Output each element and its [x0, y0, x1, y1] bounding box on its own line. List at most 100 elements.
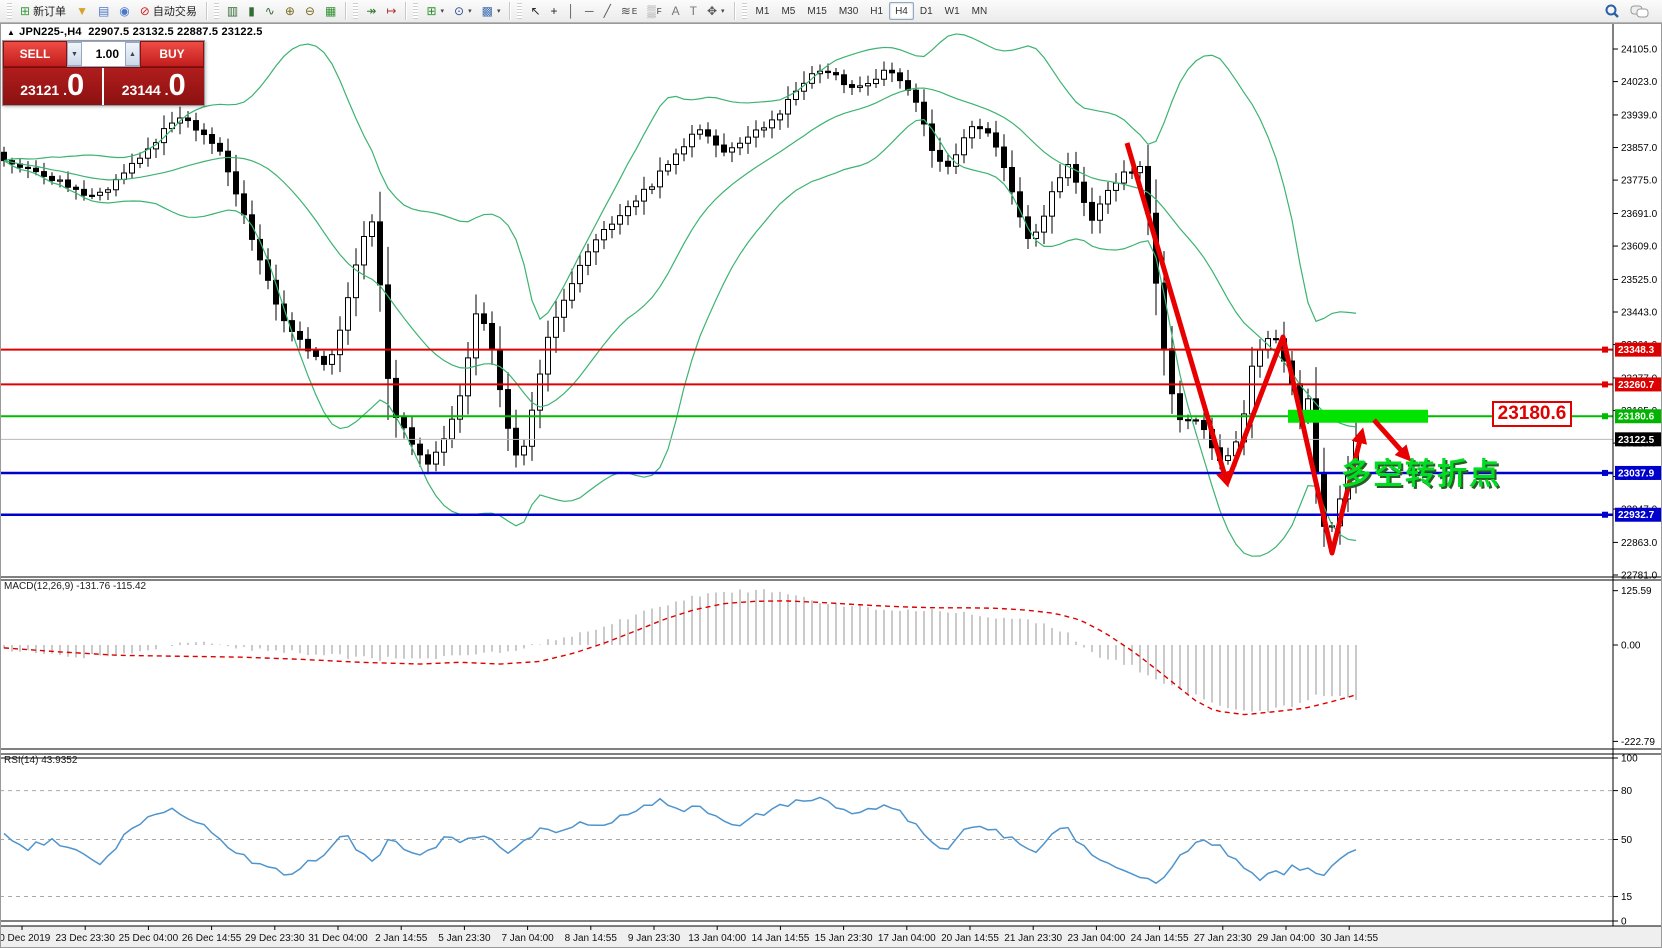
bar-chart-button[interactable]: ▥ — [222, 1, 243, 21]
crosshair-tool-icon: + — [550, 4, 558, 18]
indicators-list-button[interactable]: ⊞ ▾ — [421, 1, 449, 21]
vertical-line-tool-icon: │ — [567, 4, 576, 18]
sell-price[interactable]: 23121 .0 — [3, 68, 104, 105]
terminal-icon-button[interactable]: ▤ — [93, 1, 114, 21]
candlestick-chart-button[interactable]: ▮ — [243, 1, 260, 21]
macd-pane[interactable] — [3, 589, 1357, 716]
rsi-tick-label: 50 — [1621, 835, 1633, 846]
rsi-line — [3, 796, 1357, 885]
signals-icon-button[interactable]: ◉ — [114, 1, 134, 21]
time-tick-label: 13 Jan 04:00 — [688, 933, 746, 944]
tile-windows-button[interactable]: ▦ — [320, 1, 341, 21]
auto-trading-button[interactable]: ⊘ 自动交易 — [135, 1, 202, 21]
price-tick-label: 23691.0 — [1621, 209, 1658, 220]
cursor-tool-button[interactable]: ↖ — [525, 1, 545, 21]
price-callout-label[interactable]: 23180.6 — [1492, 401, 1572, 427]
text-tool-icon: A — [671, 4, 680, 18]
toolbar-grip — [353, 3, 359, 19]
time-tick-label: 8 Jan 14:55 — [565, 933, 618, 944]
timeframe-button-h4[interactable]: H4 — [889, 2, 914, 20]
auto-trading-icon: ⊘ — [139, 4, 150, 18]
fibonacci-tool-icon: ▒ — [647, 4, 656, 18]
toolbar-grip — [213, 3, 219, 19]
toolbar-separator — [405, 2, 407, 20]
buy-button[interactable]: BUY — [140, 41, 204, 67]
price-tick-label: 22863.0 — [1621, 538, 1658, 549]
cursor-tool-icon: ↖ — [530, 4, 541, 18]
chart-shift-button[interactable]: ↦ — [381, 1, 401, 21]
timeframe-button-w1[interactable]: W1 — [944, 5, 960, 17]
buy-price[interactable]: 23144 .0 — [121, 67, 186, 102]
channel-tool-button[interactable]: ≋ E — [616, 1, 642, 21]
time-tick-label: 31 Dec 04:00 — [308, 933, 368, 944]
sell-button[interactable]: SELL — [3, 41, 67, 67]
pane-separators[interactable] — [0, 23, 1662, 948]
trendline-tool-button[interactable]: ╱ — [599, 1, 616, 21]
funnel-icon-button[interactable]: ▼ — [71, 1, 93, 21]
text-tool-button[interactable]: A — [667, 1, 685, 21]
time-tick-label: 20 Dec 2019 — [0, 933, 51, 944]
rsi-tick-label: 80 — [1621, 786, 1633, 797]
zoom-in-button[interactable]: ⊕ — [280, 1, 300, 21]
toolbar-separator — [205, 2, 207, 20]
time-tick-label: 27 Jan 23:30 — [1194, 933, 1252, 944]
toolbar-grip — [517, 3, 523, 19]
volume-box: ▼ 1.00 ▲ — [67, 41, 140, 67]
timeframe-button-m30[interactable]: M30 — [838, 5, 859, 17]
bar-chart-icon: ▥ — [226, 4, 239, 18]
volume-increase-button[interactable]: ▲ — [125, 42, 140, 66]
volume-decrease-button[interactable]: ▼ — [67, 42, 82, 66]
toolbar-right-group — [1604, 3, 1658, 19]
symbol-name: JPN225-,H4 — [19, 26, 82, 38]
price-tag-label: 23180.6 — [1618, 412, 1655, 423]
timeframe-button-h1[interactable]: H1 — [870, 5, 884, 17]
time-tick-label: 23 Dec 23:30 — [55, 933, 115, 944]
auto-scroll-button[interactable]: ↠ — [361, 1, 381, 21]
timeframe-button-m5[interactable]: M5 — [781, 5, 796, 17]
candlestick-chart-icon: ▮ — [248, 4, 255, 18]
horizontal-line-tool-button[interactable]: ─ — [580, 1, 599, 21]
time-axis-strip[interactable] — [0, 926, 1662, 948]
new-order-button[interactable]: ⊞ 新订单 — [15, 1, 71, 21]
line-chart-button[interactable]: ∿ — [260, 1, 280, 21]
chevron-down-icon: ▾ — [721, 8, 725, 15]
bollinger-bands — [3, 33, 1357, 557]
chevron-down-icon: ▾ — [440, 8, 445, 15]
rsi-tick-label: 0 — [1621, 917, 1627, 928]
turning-point-annotation[interactable]: 多空转折点 — [1341, 458, 1501, 491]
periods-clock-button[interactable]: ⊙ ▾ — [449, 1, 477, 21]
main-price-pane[interactable] — [0, 33, 1613, 557]
crosshair-tool-button[interactable]: + — [546, 1, 563, 21]
volume-input[interactable]: 1.00 — [95, 47, 119, 61]
price-axis[interactable]: 24105.0 24023.0 23939.0 23857.0 23775.0 23691… — [1613, 45, 1662, 928]
arrows-tool-button[interactable]: ✥ ▾ — [702, 1, 730, 21]
price-tick-label: 23609.0 — [1621, 242, 1658, 253]
search-icon[interactable] — [1604, 3, 1620, 19]
time-tick-label: 29 Jan 04:00 — [1257, 933, 1315, 944]
auto-scroll-icon: ↠ — [366, 4, 377, 18]
timeframe-button-mn[interactable]: MN — [971, 5, 988, 17]
timeframe-button-m15[interactable]: M15 — [807, 5, 827, 17]
text-label-tool-button[interactable]: T — [685, 1, 702, 21]
toolbar-grip — [741, 3, 747, 19]
text-label-tool-icon: T — [689, 4, 697, 18]
highlight-zone-bar[interactable] — [1288, 409, 1428, 423]
new-order-icon: ⊞ — [20, 4, 31, 18]
time-tick-label: 17 Jan 04:00 — [878, 933, 936, 944]
vertical-line-tool-button[interactable]: │ — [563, 1, 581, 21]
price-tag-label: 23037.9 — [1618, 468, 1655, 479]
toolbar-grip — [7, 3, 12, 19]
time-tick-label: 29 Dec 23:30 — [245, 933, 305, 944]
trend-arrows[interactable] — [1124, 142, 1412, 556]
time-tick-label: 9 Jan 23:30 — [628, 933, 681, 944]
time-tick-label: 7 Jan 04:00 — [501, 933, 554, 944]
timeframe-button-m1[interactable]: M1 — [755, 5, 770, 17]
fibonacci-tool-button[interactable]: ▒ F — [642, 1, 666, 21]
templates-button[interactable]: ▩ ▾ — [477, 1, 506, 21]
timeframe-button-d1[interactable]: D1 — [919, 5, 933, 17]
chat-icon[interactable] — [1630, 4, 1650, 19]
price-tag — [1615, 507, 1662, 522]
zoom-out-button[interactable]: ⊖ — [300, 1, 320, 21]
